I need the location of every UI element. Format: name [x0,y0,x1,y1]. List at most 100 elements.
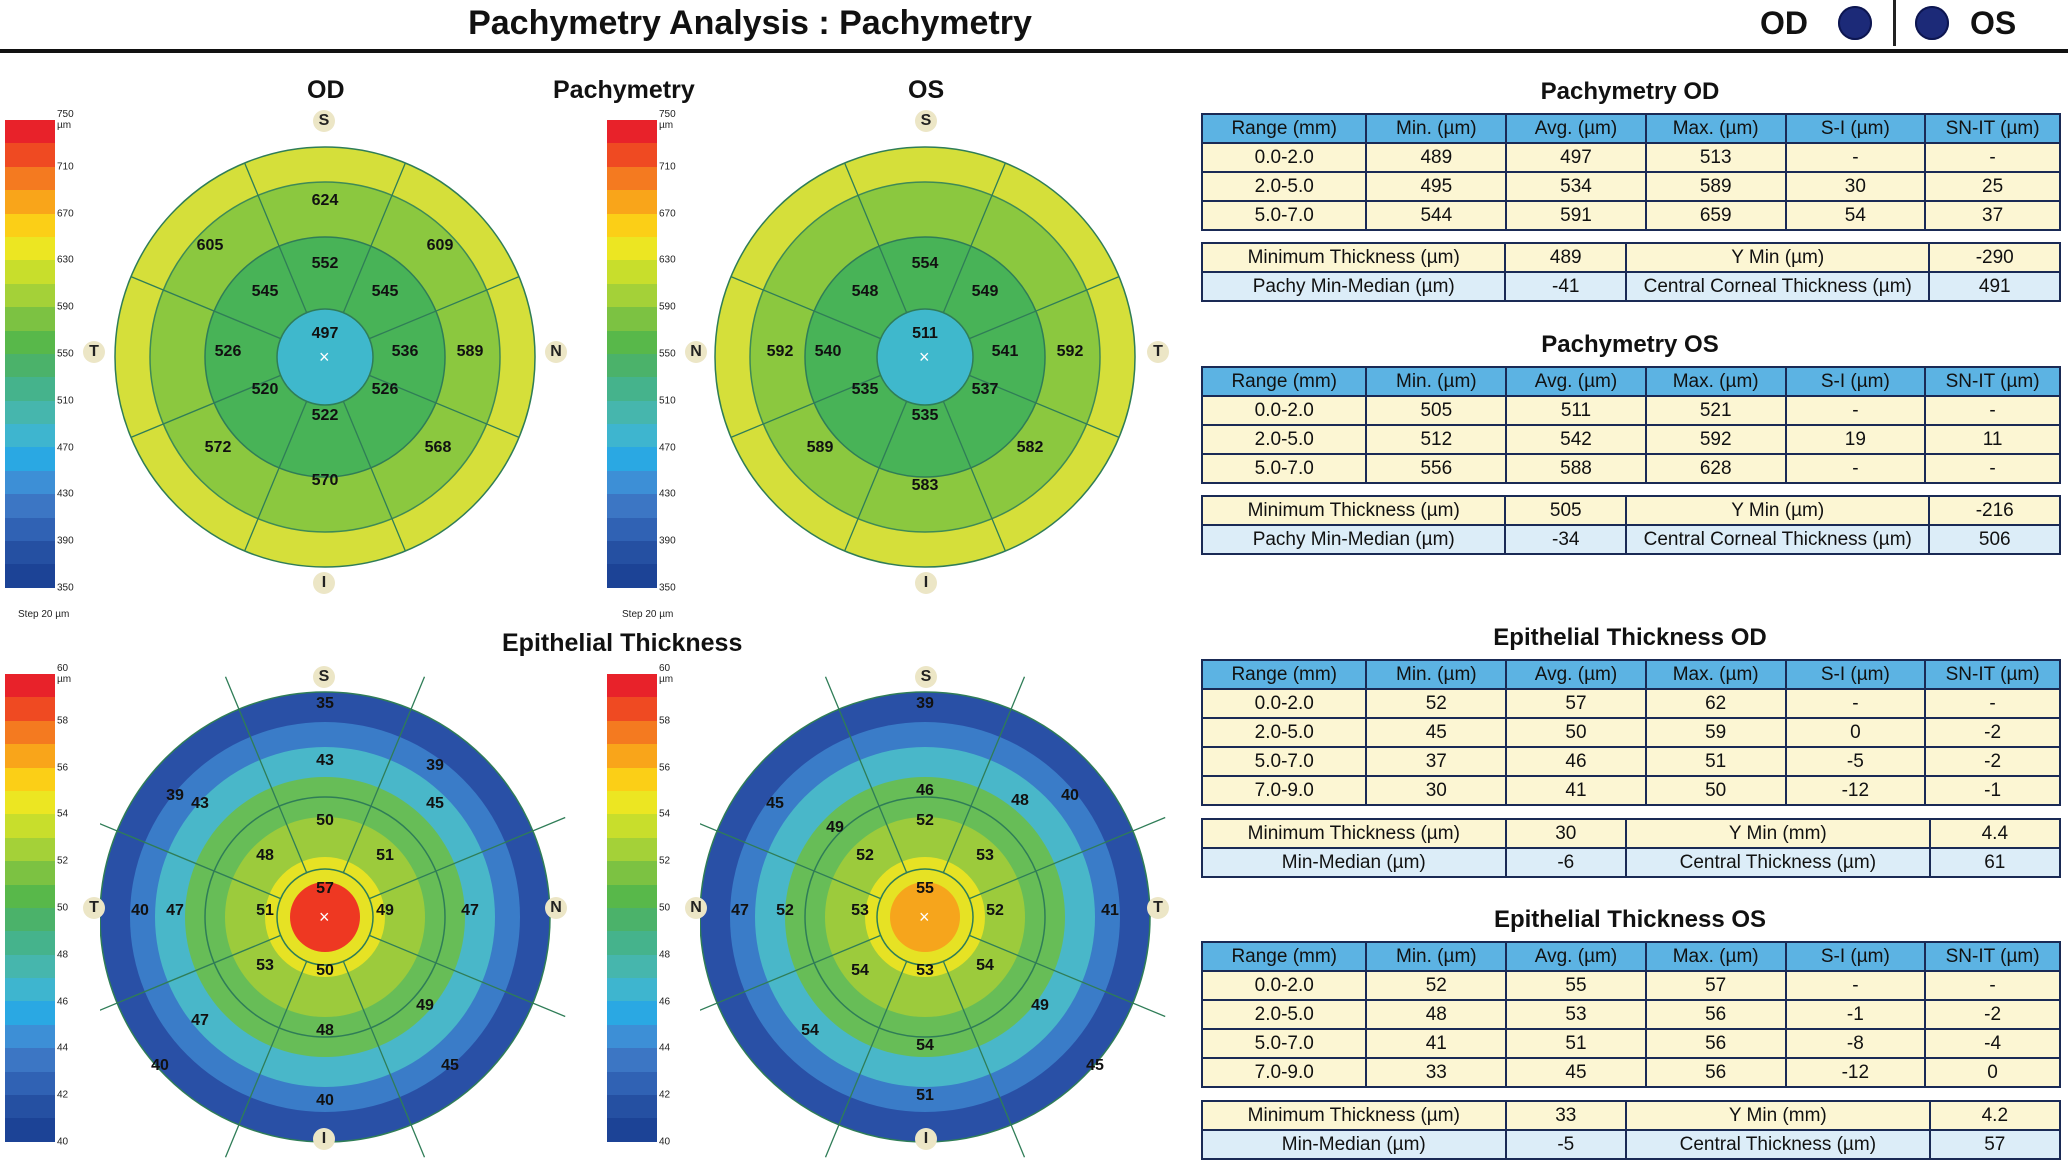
scale-band [607,1048,657,1072]
table-cell: 52 [1365,688,1508,719]
table-cell: - [1784,453,1927,484]
table-cell: -4 [1924,1028,2061,1059]
scale-band [607,377,657,401]
scale-tick-label: 670 [57,208,74,220]
summary-row: Minimum Thickness (µm) 33 Y Min (mm) 4.2 [1201,1100,2062,1131]
summary-cell: Pachy Min-Median (µm) [1200,271,1507,302]
scale-band [5,494,55,518]
table-row: 5.0-7.0 556 588 628- - [1200,453,2061,484]
map-value: 45 [766,795,784,812]
column-header: Range (mm) [1200,941,1368,972]
summary-cell: 57 [1928,1129,2062,1160]
table-cell: 534 [1505,171,1647,202]
scale-band [607,1071,657,1096]
map-value: 497 [312,325,339,342]
map-value: 54 [851,962,869,979]
sector-line [844,401,908,552]
summary-cell: Min-Median (µm) [1201,1129,1507,1160]
pachy-od-map[interactable]: × 497 552 545 545 526 536 522 520 526 624 605 609 589… [100,100,570,600]
scale-band [5,330,55,354]
table-cell: 51 [1644,746,1787,777]
table-cell: 57 [1505,688,1647,719]
epi-os-nasal-marker: N [685,897,707,919]
sector-line [700,823,881,900]
table-row: 0.0-2.0 52 55 57- - [1200,970,2061,1001]
column-header: Range (mm) [1200,659,1368,690]
scale-band [607,1001,657,1025]
scale-band [5,907,55,932]
table-cell: 0.0-2.0 [1200,142,1368,173]
table-cell: 2.0-5.0 [1200,999,1368,1030]
map-value: 536 [392,343,419,360]
table-cell: 56 [1644,1028,1787,1059]
scale-band [607,236,657,261]
epi-od-summary-table: Minimum Thickness (µm) 30 Y Min (mm) 4.4 Min… [1201,818,2062,878]
scale-tick-label: 52 [57,855,69,867]
map-value: 589 [457,343,484,360]
map-value: 49 [1031,997,1049,1014]
pachy-os-table: Range (mm) Min. (µm) Avg. (µm) Max. (µm) S-I… [1200,366,2061,484]
pachy-os-table-title: Pachymetry OS [1541,331,1719,358]
zone-boundary [276,868,374,966]
table-cell: - [1784,970,1927,1001]
pachy-os-map[interactable]: × 511 554 548 549 540 541 535 535 537 592 592 589 582… [700,100,1170,600]
map-value: 526 [372,381,399,398]
scale-tick-label: 550 [57,348,74,360]
center-zone [290,882,360,952]
sector-line [942,401,1006,552]
sector-line [369,816,566,900]
table-cell: 2.0-5.0 [1200,171,1368,202]
pachy-od-summary-table: Minimum Thickness (µm) 489 Y Min (µm) -290 P… [1200,242,2061,302]
zone-boundary [204,796,446,1038]
table-row: 5.0-7.0 41 51 56 -8 -4 [1200,1028,2061,1059]
scale-band [5,1024,55,1049]
table-cell: 50 [1644,775,1787,806]
map-value: 54 [916,1037,934,1054]
scale-band [5,978,55,1002]
table-cell: 41 [1505,775,1647,806]
scale-band [5,744,55,768]
table-cell: 7.0-9.0 [1200,1057,1368,1088]
map-value: 51 [256,902,274,919]
map-value: 52 [986,902,1004,919]
scale-tick-label: 470 [659,442,676,454]
scale-band [607,744,657,768]
scale-band [5,236,55,261]
scale-band [607,837,657,862]
table-cell: 46 [1505,746,1647,777]
scale-band [607,166,657,191]
pachy-od-inferior-marker: I [313,572,335,594]
table-cell: 556 [1365,453,1508,484]
scale-band [5,1001,55,1025]
table-cell: 51 [1505,1028,1647,1059]
map-value: 552 [312,255,339,272]
sector-line [369,934,566,1018]
table-cell: 25 [1924,171,2061,202]
epi-os-map[interactable]: × 55 52 52 53 52 53 52 54 54 54 53 49 46 48 45 49 47 40 39 5… [700,660,1170,1160]
table-cell: 659 [1644,200,1787,231]
table-cell: - [1924,453,2061,484]
scale-tick-label: 48 [659,949,671,961]
map-value: 53 [916,962,934,979]
table-cell: 521 [1644,395,1787,426]
table-cell: 497 [1505,142,1647,173]
epi-od-map[interactable]: × 57 50 48 51 49 50 51 53 48 43 45 47 40 40 39 39 43 35 47 4… [100,660,570,1160]
scale-band [5,470,55,495]
sector-line [824,676,908,873]
od-eye-indicator[interactable] [1838,6,1872,40]
epi-os-color-scale: 60 µm 58 56 54 52 50 48 46 44 42 40 [607,663,673,1148]
os-eye-indicator[interactable] [1915,6,1949,40]
scale-tick-label: 42 [57,1089,69,1101]
scale-tick-label: 54 [659,808,671,820]
map-value: 45 [426,795,444,812]
summary-cell: Minimum Thickness (µm) [1200,495,1507,526]
map-value: 48 [1011,792,1029,809]
sector-line [969,374,1120,438]
sector-line [969,934,1166,1018]
scale-tick-label: 510 [659,395,676,407]
sector-line [700,934,881,1011]
pachy-od-superior-marker: S [313,110,335,132]
scale-band [5,447,55,471]
table-cell: 62 [1644,688,1787,719]
map-value: 53 [851,902,869,919]
